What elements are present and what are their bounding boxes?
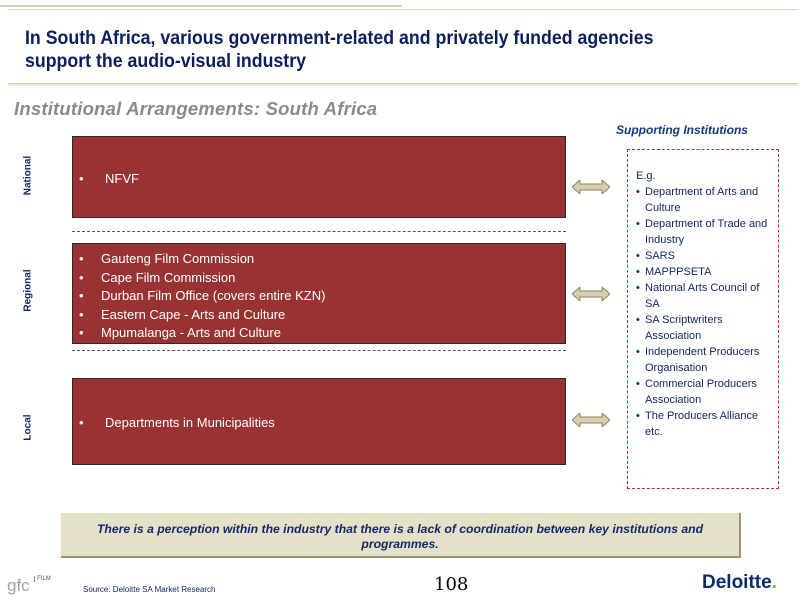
regional-item: Durban Film Office (covers entire KZN)	[73, 287, 565, 306]
regional-item: Mpumalanga - Arts and Culture	[73, 324, 565, 343]
double-arrow-icon	[572, 180, 610, 194]
supporting-intro: E.g.	[636, 170, 656, 182]
supporting-item: The Producers Alliance	[636, 408, 774, 424]
header-banner	[8, 9, 798, 84]
supporting-item: National Arts Council of SA	[636, 280, 774, 312]
supporting-institutions-box: E.g. Department of Arts and Culture Depa…	[627, 149, 779, 489]
regional-box: Gauteng Film Commission Cape Film Commis…	[72, 243, 566, 344]
regional-item: Eastern Cape - Arts and Culture	[73, 306, 565, 325]
deloitte-wordmark: Deloitte	[702, 572, 772, 593]
gfc-film-logo: gfc FILM	[7, 576, 55, 596]
header-top-rule	[0, 5, 402, 7]
regional-item: Gauteng Film Commission	[73, 250, 565, 269]
supporting-item: Commercial Producers Association	[636, 376, 774, 408]
level-label-local: Local	[22, 414, 34, 441]
double-arrow-icon	[572, 287, 610, 301]
supporting-item: SARS	[636, 248, 774, 264]
section-subtitle: Institutional Arrangements: South Africa	[14, 98, 378, 119]
deloitte-logo: Deloitte.	[702, 572, 777, 594]
supporting-item: MAPPPSETA	[636, 264, 774, 280]
double-arrow-icon	[572, 413, 610, 427]
slide-title: In South Africa, various government-rela…	[25, 27, 654, 72]
supporting-outro: etc.	[645, 426, 663, 438]
divider-line	[72, 231, 566, 232]
regional-item: Cape Film Commission	[73, 269, 565, 288]
gfc-logo-sub: FILM	[34, 576, 51, 582]
deloitte-dot: .	[771, 572, 777, 593]
supporting-list: E.g. Department of Arts and Culture Depa…	[636, 168, 774, 440]
level-label-regional: Regional	[22, 269, 34, 312]
local-item: Departments in Municipalities	[73, 414, 565, 433]
supporting-institutions-title: Supporting Institutions	[616, 123, 748, 137]
gfc-logo-text: gfc	[7, 576, 30, 595]
perception-note: There is a perception within the industr…	[61, 513, 741, 558]
local-box: Departments in Municipalities	[72, 378, 566, 465]
supporting-item: Department of Arts and Culture	[636, 184, 774, 216]
divider-line	[72, 350, 566, 351]
national-box: NFVF	[72, 136, 566, 218]
national-item: NFVF	[73, 170, 565, 189]
source-note: Source: Deloitte SA Market Research	[83, 585, 216, 594]
regional-list: Gauteng Film Commission Cape Film Commis…	[73, 250, 565, 343]
local-list: Departments in Municipalities	[73, 414, 565, 433]
page-number: 108	[434, 574, 469, 595]
supporting-item: SA Scriptwriters Association	[636, 312, 774, 344]
supporting-item: Independent Producers Organisation	[636, 344, 774, 376]
national-list: NFVF	[73, 170, 565, 189]
level-label-national: National	[22, 155, 34, 196]
supporting-item: Department of Trade and Industry	[636, 216, 774, 248]
